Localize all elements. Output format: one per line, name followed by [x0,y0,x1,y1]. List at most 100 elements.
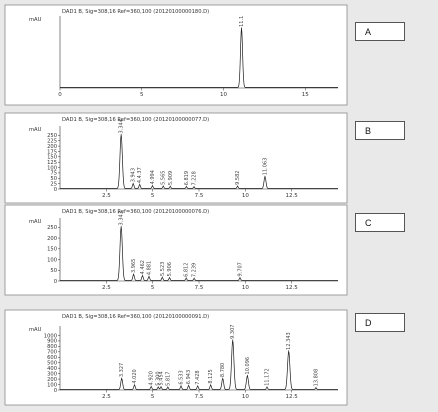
x-tick-label: 7.5 [195,193,204,199]
y-tick-label: 50 [50,268,57,274]
x-tick-label: 10 [220,92,227,98]
panel-b: DAD1 B, Sig=308,16 Ref=360,100 (20120100… [4,112,348,204]
chromatogram-trace [60,226,338,281]
peak-label: 3.344 [119,119,125,133]
peak-label: 7.239 [192,263,198,277]
peak-label: 11.063 [263,158,269,176]
x-tick-label: 10 [242,285,249,291]
peak-label: 6.819 [184,171,190,185]
y-tick-label: 250 [47,133,57,139]
chromatogram-trace [60,340,338,390]
x-tick-label: 2.5 [102,285,111,291]
x-tick-label: 5 [140,92,144,98]
y-tick-label: 0 [54,279,57,285]
panel-label-box-a: A [355,22,405,41]
x-tick-label: 10 [242,394,249,400]
peak-label: 8.125 [208,369,214,383]
peak-label: 4.020 [132,369,138,383]
x-tick-label: 7.5 [195,394,204,400]
y-axis-label: mAU [29,327,42,333]
peak-label: 5.523 [160,262,166,276]
panel-frame [4,112,348,204]
peak-label: 4.881 [147,261,153,275]
peak-label: 6.533 [179,370,185,384]
y-tick-label: 900 [47,339,57,345]
y-tick-label: 200 [47,144,57,150]
x-tick-label: 5 [151,285,155,291]
peak-label: 3.943 [131,168,137,182]
panel-title: DAD1 B, Sig=308,16 Ref=360,100 (20120100… [62,314,209,320]
y-tick-label: 200 [47,236,57,242]
peak-label: 5.906 [167,262,173,276]
peak-label: 12.343 [286,332,292,350]
y-tick-label: 150 [47,155,57,161]
peak-label: 8.780 [220,363,226,377]
panel-title: DAD1 B, Sig=308,16 Ref=360,100 (20120100… [62,117,209,123]
peak-label: 10.096 [245,357,251,375]
panel-label-box-b: B [355,121,405,140]
y-tick-label: 0 [54,388,57,394]
peak-label: 7.428 [195,370,201,384]
peak-label: 5.817 [165,372,171,386]
peak-label: 11.172 [265,368,271,386]
y-tick-label: 800 [47,344,57,350]
y-tick-label: 1000 [44,333,57,339]
peak-label: 9.307 [230,325,236,339]
y-tick-label: 700 [47,350,57,356]
y-tick-label: 0 [54,187,57,193]
panel-frame [4,204,348,296]
panel-label-box-c: C [355,213,405,232]
y-tick-label: 500 [47,361,57,367]
peak-label: 3.965 [131,259,137,273]
peak-label: 5.565 [161,171,167,185]
y-tick-label: 225 [47,139,57,145]
y-tick-label: 100 [47,382,57,388]
panel-title: DAD1 B, Sig=308,16 Ref=360,100 (20120100… [62,9,209,15]
chromatogram-trace [60,134,338,189]
x-tick-label: 5 [151,394,155,400]
x-tick-label: 10 [242,193,249,199]
y-tick-label: 200 [47,377,57,383]
chromatogram-trace [60,28,338,88]
y-axis-label: mAU [29,127,42,133]
x-tick-label: 12.5 [286,193,299,199]
y-tick-label: 400 [47,366,57,372]
peak-label: 6.943 [186,370,192,384]
y-tick-label: 25 [50,181,57,187]
peak-label: 13.808 [313,369,319,387]
x-tick-label: 5 [151,193,155,199]
panel-frame [4,309,348,406]
peak-label: 3.343 [119,211,125,225]
y-tick-label: 300 [47,371,57,377]
y-tick-label: 100 [47,165,57,171]
y-tick-label: 100 [47,257,57,263]
panel-label-c: C [365,217,372,228]
panel-label-d: D [365,317,372,328]
peak-label: 4.994 [150,170,156,184]
y-tick-label: 125 [47,160,57,166]
x-tick-label: 0 [58,92,62,98]
peak-label: 4.920 [149,371,155,385]
panel-label-box-d: D [355,313,405,332]
peak-label: 11.1 [239,16,245,27]
y-tick-label: 600 [47,355,57,361]
peak-label: 4.462 [140,260,146,274]
panel-frame [4,4,348,106]
peak-label: 6.812 [184,263,190,277]
panel-d: DAD1 B, Sig=308,16 Ref=360,100 (20120100… [4,309,348,406]
y-tick-label: 175 [47,149,57,155]
peak-label: 4.4.37 [137,167,143,183]
y-tick-label: 150 [47,247,57,253]
y-axis-label: mAU [29,17,42,23]
y-axis-label: mAU [29,219,42,225]
panel-a: DAD1 B, Sig=308,16 Ref=360,100 (20120100… [4,4,348,106]
x-tick-label: 12.5 [286,285,299,291]
peak-label: 9.707 [238,262,244,276]
peak-label: 3.327 [119,363,125,377]
panel-c: DAD1 B, Sig=308,16 Ref=360,100 (20120100… [4,204,348,296]
x-tick-label: 7.5 [195,285,204,291]
peak-label: 5.300 [156,371,162,385]
panel-label-b: B [365,125,372,136]
y-tick-label: 75 [50,171,57,177]
